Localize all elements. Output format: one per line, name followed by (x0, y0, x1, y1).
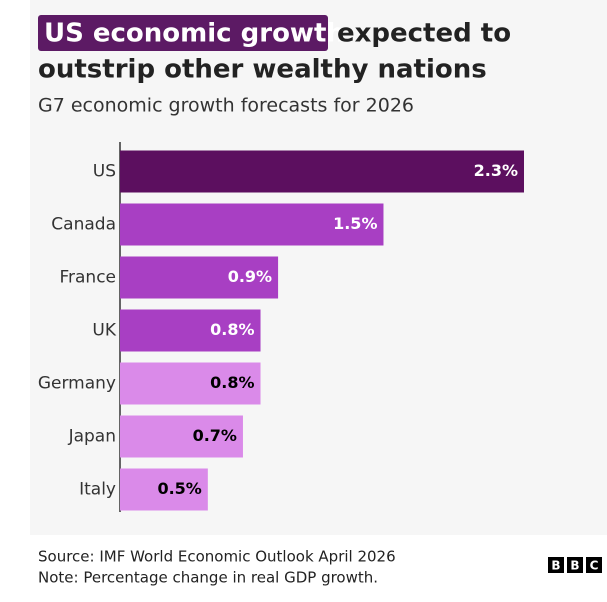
bar (120, 468, 208, 511)
y-tick-label: Canada (51, 215, 116, 235)
y-tick-label: Germany (38, 374, 116, 394)
data-label: 0.8% (210, 320, 254, 339)
bar (120, 415, 243, 458)
data-label: 1.5% (333, 214, 377, 233)
bar (120, 362, 261, 405)
chart-subtitle: G7 economic growth forecasts for 2026 (38, 95, 414, 117)
data-label: 2.3% (474, 161, 518, 180)
chart-title-highlight: US economic growth (44, 19, 345, 49)
logo-box (548, 557, 564, 573)
y-tick-label: Japan (68, 427, 116, 447)
data-label: 0.7% (193, 426, 237, 445)
y-tick-label: UK (92, 321, 116, 341)
logo-letter: B (570, 559, 579, 573)
logo-box (586, 557, 602, 573)
logo-letter: C (590, 559, 599, 573)
bar (120, 203, 384, 246)
bar (120, 309, 261, 352)
title-highlight-box (38, 15, 328, 51)
chart-title: outstrip other wealthy nations (38, 55, 487, 85)
bar (120, 256, 279, 299)
data-label: 0.5% (157, 479, 201, 498)
data-label: 0.9% (228, 267, 272, 286)
data-label: 0.8% (210, 373, 254, 392)
bar (120, 150, 524, 193)
y-tick-label: France (59, 268, 116, 288)
y-tick-label: US (93, 162, 116, 182)
logo-letter: B (551, 559, 560, 573)
y-tick-label: Italy (79, 480, 116, 500)
chart-title: expected to (337, 19, 511, 49)
logo-box (567, 557, 583, 573)
source: Source: IMF World Economic Outlook April… (38, 548, 396, 566)
note: Note: Percentage change in real GDP grow… (38, 569, 378, 587)
